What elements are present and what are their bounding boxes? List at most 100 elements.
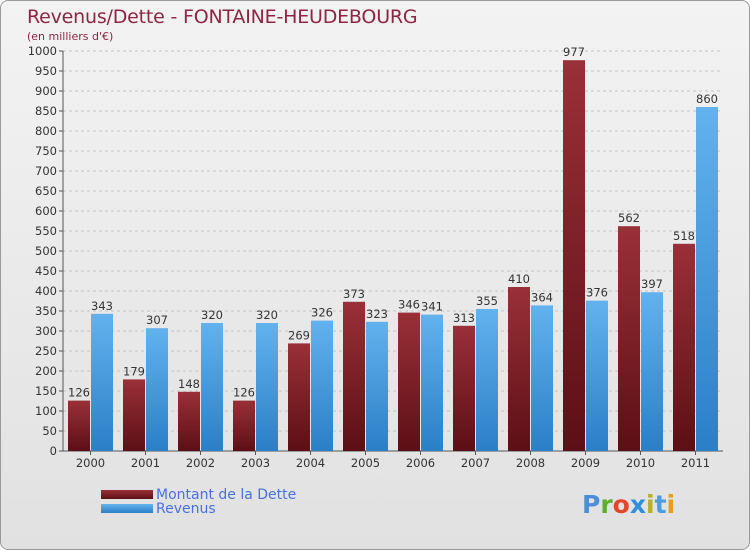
value-label-revenus-2010: 397 <box>641 277 663 291</box>
y-tick-label: 100 <box>35 404 57 418</box>
value-label-dette-2005: 373 <box>343 287 365 301</box>
value-label-dette-2008: 410 <box>508 272 530 286</box>
logo-letter: i <box>646 490 655 519</box>
bar-dette-2011 <box>673 243 695 451</box>
bar-dette-2004 <box>288 343 310 451</box>
value-label-revenus-2003: 320 <box>256 308 278 322</box>
logo-letter: o <box>612 490 630 519</box>
legend-label-revenus: Revenus <box>156 501 216 517</box>
grid-lines <box>63 50 723 452</box>
bar-revenus-2001 <box>146 328 168 451</box>
chart-title: Revenus/Dette - FONTAINE-HEUDEBOURG <box>27 6 418 28</box>
legend-item-dette: Montant de la Dette <box>101 487 351 503</box>
x-tick-label: 2000 <box>76 456 105 470</box>
value-label-dette-2007: 313 <box>453 311 475 325</box>
x-tick-label: 2009 <box>571 456 600 470</box>
value-label-dette-2009: 977 <box>563 45 585 59</box>
bar-revenus-2003 <box>256 323 278 451</box>
bar-dette-2009 <box>563 60 585 451</box>
bar-revenus-2000 <box>91 313 113 451</box>
value-label-revenus-2000: 343 <box>91 299 113 313</box>
y-tick-label: 750 <box>35 144 57 158</box>
legend-swatch-dette <box>101 490 153 499</box>
value-label-dette-2000: 126 <box>68 386 90 400</box>
legend-item-revenus: Revenus <box>101 501 351 517</box>
value-label-revenus-2007: 355 <box>476 294 498 308</box>
y-tick-label: 800 <box>35 124 57 138</box>
legend-label-dette: Montant de la Dette <box>156 487 297 503</box>
value-label-revenus-2011: 860 <box>696 92 718 106</box>
y-tick-label: 150 <box>35 384 57 398</box>
value-label-revenus-2001: 307 <box>146 313 168 327</box>
y-tick-label: 600 <box>35 204 57 218</box>
bar-dette-2002 <box>178 391 200 451</box>
x-tick-label: 2008 <box>516 456 545 470</box>
y-tick-label: 900 <box>35 84 57 98</box>
value-label-dette-2010: 562 <box>618 211 640 225</box>
bar-revenus-2006 <box>421 314 443 451</box>
value-label-dette-2006: 346 <box>398 298 420 312</box>
x-tick-label: 2001 <box>131 456 160 470</box>
x-tick-label: 2004 <box>296 456 325 470</box>
bar-revenus-2009 <box>586 300 608 451</box>
y-tick-label: 400 <box>35 284 57 298</box>
y-tick-label: 0 <box>50 444 57 458</box>
y-tick-label: 1000 <box>28 44 57 58</box>
y-tick-label: 850 <box>35 104 57 118</box>
y-tick-label: 500 <box>35 244 57 258</box>
y-tick-label: 650 <box>35 184 57 198</box>
bar-revenus-2007 <box>476 309 498 451</box>
value-label-revenus-2006: 341 <box>421 300 443 314</box>
axes: 0 50 100 150 200 250 300 350 400 450 500 550 600 650 7… <box>28 44 723 470</box>
bar-dette-2006 <box>398 312 420 451</box>
bar-revenus-2004 <box>311 320 333 451</box>
bar-dette-2000 <box>68 400 90 451</box>
value-label-revenus-2008: 364 <box>531 290 553 304</box>
logo-letter: t <box>654 490 667 519</box>
x-tick-label: 2011 <box>681 456 710 470</box>
value-label-dette-2004: 269 <box>288 328 310 342</box>
legend-swatch-revenus <box>101 504 153 513</box>
x-tick-label: 2005 <box>351 456 380 470</box>
y-tick-label: 550 <box>35 224 57 238</box>
y-tick-label: 950 <box>35 64 57 78</box>
value-label-dette-2001: 179 <box>123 364 145 378</box>
logo-letter: i <box>666 490 676 519</box>
value-label-revenus-2005: 323 <box>366 307 388 321</box>
y-tick-label: 50 <box>42 424 57 438</box>
bar-revenus-2008 <box>531 305 553 451</box>
logo-letter: P <box>582 490 601 519</box>
x-tick-label: 2006 <box>406 456 435 470</box>
value-label-revenus-2002: 320 <box>201 308 223 322</box>
x-tick-label: 2007 <box>461 456 490 470</box>
y-tick-label: 300 <box>35 324 57 338</box>
bar-dette-2005 <box>343 301 365 451</box>
y-tick-label: 450 <box>35 264 57 278</box>
value-label-dette-2002: 148 <box>178 377 200 391</box>
bars <box>68 60 718 451</box>
bar-revenus-2002 <box>201 323 223 451</box>
bar-revenus-2010 <box>641 292 663 451</box>
x-tick-label: 2002 <box>186 456 215 470</box>
bar-dette-2007 <box>453 325 475 451</box>
value-label-dette-2011: 518 <box>673 229 695 243</box>
x-tick-label: 2003 <box>241 456 270 470</box>
y-tick-label: 250 <box>35 344 57 358</box>
value-label-revenus-2009: 376 <box>586 286 608 300</box>
legend: Montant de la Dette Revenus <box>101 487 361 521</box>
bar-revenus-2005 <box>366 321 388 451</box>
bar-revenus-2011 <box>696 107 718 451</box>
x-tick-label: 2010 <box>626 456 655 470</box>
value-label-revenus-2004: 326 <box>311 306 333 320</box>
y-tick-label: 700 <box>35 164 57 178</box>
value-label-dette-2003: 126 <box>233 386 255 400</box>
bar-dette-2010 <box>618 226 640 451</box>
y-tick-label: 350 <box>35 304 57 318</box>
y-tick-label: 200 <box>35 364 57 378</box>
bar-dette-2001 <box>123 379 145 451</box>
bar-dette-2008 <box>508 287 530 451</box>
chart-subtitle: (en milliers d'€) <box>27 30 114 43</box>
